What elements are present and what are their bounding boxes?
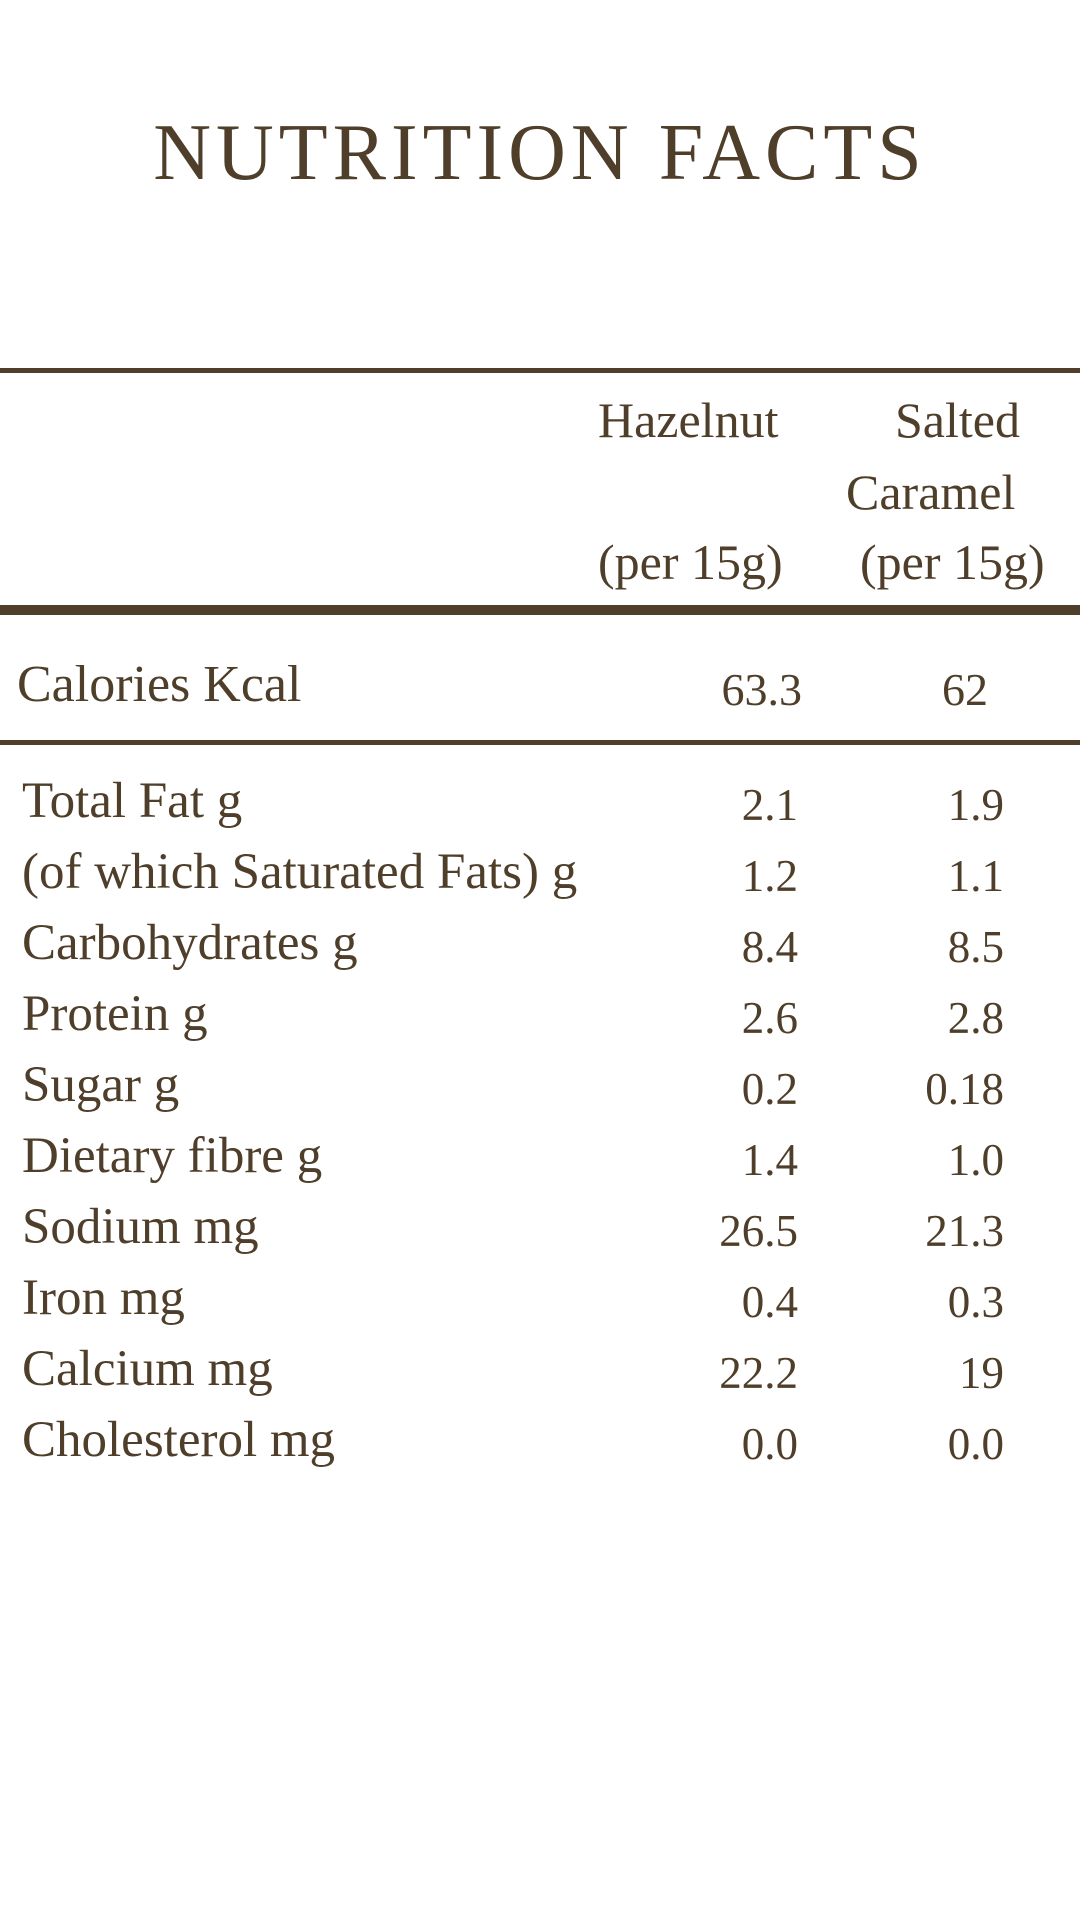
table-row: Protein g 2.6 2.8	[0, 983, 1080, 1054]
salted-caramel-value: 8.5	[947, 922, 1004, 972]
salted-caramel-value: 19	[959, 1348, 1004, 1398]
column-header-hazelnut: Hazelnut	[598, 392, 779, 448]
salted-caramel-value: 2.8	[947, 993, 1004, 1043]
salted-caramel-value: 1.0	[947, 1135, 1004, 1185]
nutrient-label: Calcium mg	[22, 1341, 273, 1397]
nutrient-label: Iron mg	[22, 1270, 185, 1326]
hazelnut-value: 1.4	[741, 1135, 798, 1185]
table-row: Total Fat g 2.1 1.9	[0, 770, 1080, 841]
hazelnut-value: 26.5	[719, 1206, 798, 1256]
salted-caramel-value: 0.18	[925, 1064, 1004, 1114]
calories-salted-caramel-value: 62	[942, 664, 988, 715]
salted-caramel-value: 1.9	[947, 780, 1004, 830]
column-header-salted: Salted	[895, 392, 1020, 448]
column-unit-salted-caramel: (per 15g)	[860, 534, 1045, 590]
calories-label: Calories Kcal	[17, 656, 302, 713]
table-row: Sodium mg 26.5 21.3	[0, 1196, 1080, 1267]
hazelnut-value: 2.1	[741, 780, 798, 830]
table-top-rule	[0, 368, 1080, 373]
page-title: NUTRITION FACTS	[153, 109, 927, 197]
hazelnut-value: 0.2	[741, 1064, 798, 1114]
nutrient-label: Sugar g	[22, 1057, 180, 1113]
nutrient-label: (of which Saturated Fats) g	[22, 844, 578, 900]
column-header-caramel: Caramel	[846, 464, 1016, 520]
calories-divider	[0, 740, 1080, 745]
nutrient-label: Dietary fibre g	[22, 1128, 323, 1184]
calories-hazelnut-value: 63.3	[721, 664, 803, 715]
nutrient-label: Sodium mg	[22, 1199, 259, 1255]
table-row: Dietary fibre g 1.4 1.0	[0, 1125, 1080, 1196]
table-row: Carbohydrates g 8.4 8.5	[0, 912, 1080, 983]
table-row: (of which Saturated Fats) g 1.2 1.1	[0, 841, 1080, 912]
hazelnut-value: 8.4	[741, 922, 798, 972]
table-row: Cholesterol mg 0.0 0.0	[0, 1409, 1080, 1480]
hazelnut-value: 0.0	[741, 1419, 798, 1469]
salted-caramel-value: 0.3	[947, 1277, 1004, 1327]
table-row: Calcium mg 22.2 19	[0, 1338, 1080, 1409]
hazelnut-value: 1.2	[741, 851, 798, 901]
nutrient-table: Total Fat g 2.1 1.9 (of which Saturated …	[0, 770, 1080, 1480]
hazelnut-value: 2.6	[741, 993, 798, 1043]
salted-caramel-value: 0.0	[947, 1419, 1004, 1469]
table-row: Iron mg 0.4 0.3	[0, 1267, 1080, 1338]
table-row: Sugar g 0.2 0.18	[0, 1054, 1080, 1125]
nutrient-label: Carbohydrates g	[22, 915, 358, 971]
column-unit-hazelnut: (per 15g)	[598, 534, 783, 590]
nutrient-label: Total Fat g	[22, 773, 243, 829]
nutrient-label: Cholesterol mg	[22, 1412, 336, 1468]
nutrient-label: Protein g	[22, 986, 208, 1042]
salted-caramel-value: 21.3	[925, 1206, 1004, 1256]
salted-caramel-value: 1.1	[947, 851, 1004, 901]
hazelnut-value: 22.2	[719, 1348, 798, 1398]
hazelnut-value: 0.4	[741, 1277, 798, 1327]
header-divider	[0, 605, 1080, 615]
